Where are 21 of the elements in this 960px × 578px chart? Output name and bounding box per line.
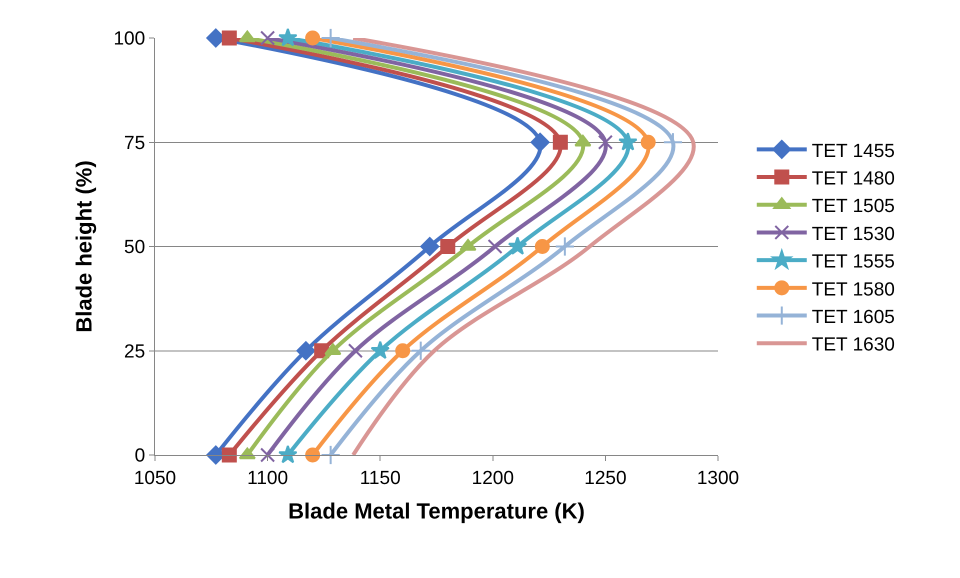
legend-label: TET 1580 (812, 279, 895, 300)
y-tick-label: 100 (113, 28, 146, 50)
x-tick-label: 1150 (360, 468, 401, 489)
x-axis-title: Blade Metal Temperature (K) (288, 498, 585, 524)
x-tick-label: 1100 (247, 468, 288, 489)
y-tick-label: 50 (124, 237, 146, 258)
x-tick-label: 1200 (472, 468, 514, 489)
x-tick-label: 1250 (584, 468, 627, 489)
y-tick-label: 25 (124, 341, 146, 362)
legend-label: TET 1630 (812, 334, 895, 356)
y-axis-title: Blade height (%) (71, 160, 96, 333)
x-tick-label: 1050 (134, 468, 176, 489)
y-tick-label: 0 (134, 446, 146, 467)
y-tick-label: 75 (124, 132, 146, 154)
legend-label: TET 1455 (812, 140, 895, 162)
legend-label: TET 1530 (812, 224, 895, 245)
legend-label: TET 1555 (812, 252, 895, 273)
legend-label: TET 1480 (812, 168, 895, 190)
x-tick-label: 1300 (696, 468, 740, 489)
legend-label: TET 1505 (812, 196, 895, 218)
legend-label: TET 1605 (812, 306, 895, 328)
